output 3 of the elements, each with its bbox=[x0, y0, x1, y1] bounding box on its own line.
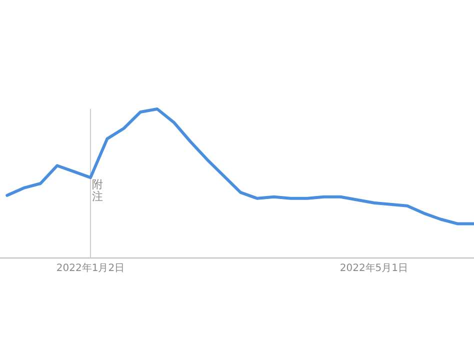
x-tick-label: 2022年5月1日 bbox=[340, 262, 408, 274]
x-tick-label: 2022年1月2日 bbox=[56, 262, 125, 274]
ref-line-label: 附注 bbox=[92, 178, 104, 203]
